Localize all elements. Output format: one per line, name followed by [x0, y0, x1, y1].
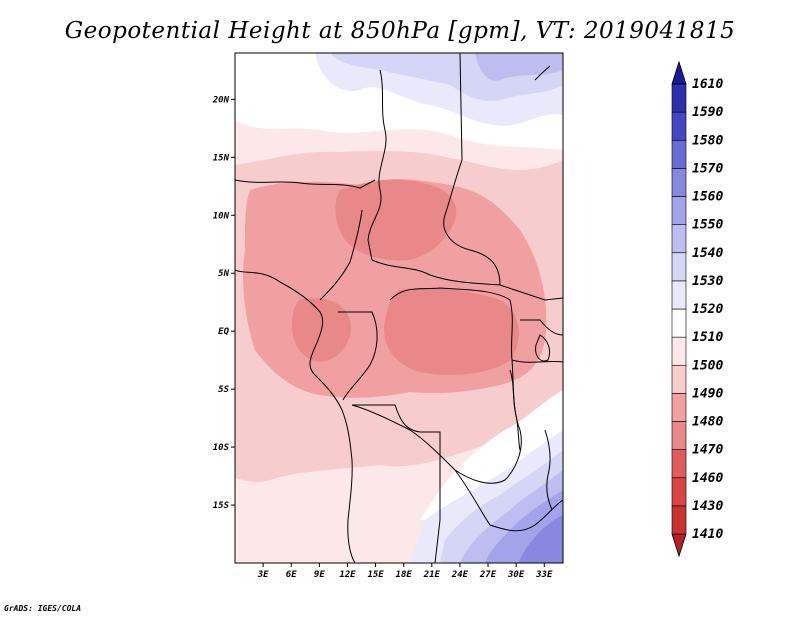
lat-tick-label: 15S: [213, 501, 230, 511]
colorbar-low-arrow: [671, 533, 687, 558]
country-borders: [235, 53, 563, 563]
lon-tick-label: 3E: [257, 570, 269, 580]
lake-malawi: [544, 429, 553, 511]
lon-tick-label: 12E: [339, 570, 356, 580]
border-car: [371, 259, 501, 286]
colorbar-swatch: [671, 393, 687, 422]
lon-tick-label: 9E: [314, 570, 325, 580]
border-south-east: [454, 469, 563, 532]
colorbar-swatch: [671, 252, 687, 282]
lon-tick-label: 21E: [423, 570, 441, 580]
lat-tick-label: EQ: [218, 327, 229, 337]
colorbar: 1410 1430 1460 1470 1480 1490 1500 1510 1520 1530…: [671, 60, 723, 558]
coastline-west-africa: [235, 269, 356, 563]
colorbar-level-label: 1470: [692, 443, 723, 458]
lon-tick-label: 33E: [535, 570, 553, 580]
colorbar-level-label: 1490: [692, 386, 723, 401]
field-white-south: [420, 390, 563, 520]
lat-tick-label: 15N: [213, 153, 230, 163]
border-sudan: [443, 53, 501, 286]
border-cameroon: [319, 209, 363, 301]
lat-axis: 20N 15N 10N 5N EQ 5S 10S 15S: [212, 95, 235, 511]
colorbar-swatch: [671, 421, 687, 450]
colorbar-level-label: 1610: [692, 77, 723, 92]
border-congo: [338, 311, 378, 401]
lat-tick-label: 10S: [213, 443, 230, 453]
map-frame: [234, 52, 564, 564]
lon-axis: 3E 6E 9E 12E 15E 18E 21E 24E 27E 30E 33E: [257, 563, 553, 580]
colorbar-level-label: 1460: [692, 471, 723, 486]
border-chad: [367, 69, 387, 261]
border-nigeria-niger: [235, 179, 376, 189]
lon-tick-label: 30E: [507, 570, 525, 580]
lon-tick-label: 6E: [286, 570, 297, 580]
colorbar-swatch: [671, 505, 687, 535]
colorbar-level-label: 1550: [692, 218, 723, 233]
colorbar-high-arrow: [671, 60, 687, 85]
colorbar-level-label: 1590: [692, 105, 723, 120]
colorbar-swatch: [671, 224, 687, 254]
colorbar-swatch: [671, 449, 687, 479]
colorbar-level-label: 1530: [692, 274, 723, 289]
colorbar-level-label: 1580: [692, 133, 723, 148]
lon-tick-label: 24E: [451, 570, 469, 580]
colorbar-swatch: [671, 83, 687, 113]
chart-title: Geopotential Height at 850hPa [gpm], VT:…: [64, 18, 736, 44]
colorbar-level-label: 1410: [692, 527, 723, 542]
colorbar-swatch: [671, 477, 687, 507]
lon-tick-label: 18E: [396, 570, 413, 580]
lat-tick-label: 10N: [213, 211, 230, 221]
lake-victoria-tanganyika: [509, 334, 551, 451]
colorbar-swatch: [671, 196, 687, 225]
border-east-africa: [499, 284, 563, 363]
field-pink-deep: [291, 179, 519, 375]
grads-credit: GrADS: IGES/COLA: [4, 604, 82, 613]
colorbar-level-label: 1520: [692, 302, 723, 317]
colorbar-swatch: [671, 308, 687, 338]
colorbar-level-label: 1480: [692, 415, 723, 430]
colorbar-swatch: [671, 280, 687, 310]
nile-coast-north: [534, 65, 551, 81]
colorbar-swatch: [671, 139, 687, 169]
lat-tick-label: 5S: [218, 385, 229, 395]
border-angola-zambia: [352, 404, 441, 563]
colorbar-swatch: [671, 336, 687, 366]
colorbar-level-label: 1540: [692, 246, 723, 261]
lat-tick-label: 20N: [212, 95, 230, 105]
field-blue-south-5: [518, 515, 563, 563]
colorbar-level-label: 1510: [692, 330, 723, 345]
colorbar-level-label: 1560: [692, 190, 723, 205]
colorbar-swatch: [671, 111, 687, 141]
field-shading: [235, 53, 563, 563]
colorbar-level-label: 1570: [692, 161, 723, 176]
border-drc: [351, 287, 522, 484]
lon-tick-label: 27E: [479, 570, 497, 580]
colorbar-swatch: [671, 364, 687, 394]
lon-tick-label: 15E: [367, 570, 384, 580]
lat-tick-label: 5N: [218, 269, 229, 279]
colorbar-level-label: 1430: [692, 499, 723, 514]
colorbar-swatch: [671, 168, 687, 197]
colorbar-level-label: 1500: [692, 358, 723, 373]
